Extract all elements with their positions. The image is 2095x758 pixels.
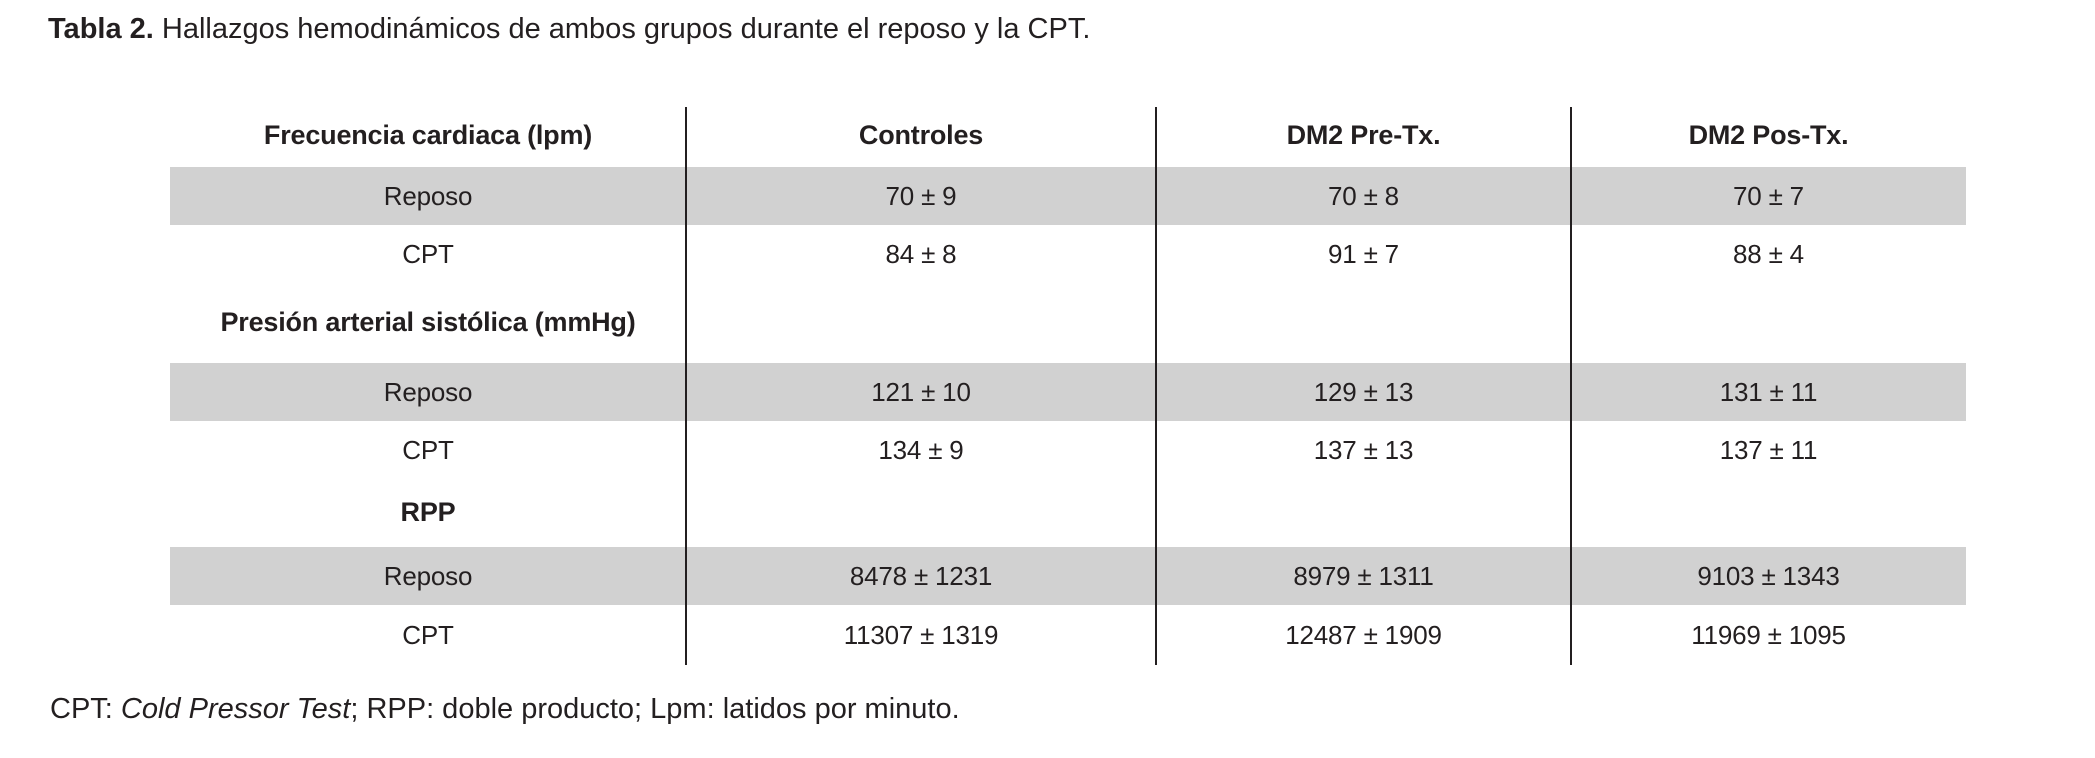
caption-number: Tabla 2. — [48, 13, 154, 45]
section-label-cell: RPP — [400, 497, 456, 528]
value-cell: 70 ± 7 — [1733, 180, 1804, 211]
table-section-row-pas: Presión arterial sistólica (mmHg) — [170, 283, 1966, 363]
footnote-prefix: CPT: — [50, 693, 121, 725]
column-divider-3 — [1570, 107, 1572, 665]
table-row-fc-reposo: Reposo 70 ± 9 70 ± 8 70 ± 7 — [170, 167, 1966, 225]
column-divider-2 — [1155, 107, 1157, 665]
value-cell: 137 ± 13 — [1313, 434, 1414, 465]
value-cell: 131 ± 11 — [1719, 376, 1818, 407]
footnote-rest: ; RPP: doble producto; Lpm: latidos por … — [350, 693, 960, 725]
value-cell: 70 ± 9 — [885, 180, 957, 211]
value-cell: 8478 ± 1231 — [849, 560, 993, 591]
column-divider-1 — [685, 107, 687, 665]
row-label-cell: CPT — [402, 619, 454, 650]
value-cell: 137 ± 11 — [1719, 434, 1818, 465]
row-label-cell: CPT — [402, 238, 454, 269]
table-row-rpp-reposo: Reposo 8478 ± 1231 8979 ± 1311 9103 ± 13… — [170, 547, 1966, 605]
value-cell: 88 ± 4 — [1733, 238, 1804, 269]
table-row-rpp-cpt: CPT 11307 ± 1319 12487 ± 1909 11969 ± 10… — [170, 605, 1966, 665]
row-label-cell: Reposo — [383, 376, 473, 407]
header-cell-variable: Frecuencia cardiaca (lpm) — [263, 120, 593, 151]
value-cell: 9103 ± 1343 — [1697, 560, 1840, 591]
row-label-cell: Reposo — [383, 560, 473, 591]
table-row-pas-cpt: CPT 134 ± 9 137 ± 13 137 ± 11 — [170, 421, 1966, 479]
value-cell: 12487 ± 1909 — [1285, 619, 1442, 650]
table-row-fc-cpt: CPT 84 ± 8 91 ± 7 88 ± 4 — [170, 225, 1966, 283]
value-cell: 91 ± 7 — [1328, 238, 1399, 269]
hemodynamics-table: Frecuencia cardiaca (lpm) Controles DM2 … — [170, 105, 1966, 665]
value-cell: 11969 ± 1095 — [1691, 619, 1846, 650]
value-cell: 84 ± 8 — [885, 238, 957, 269]
header-cell-dm2-pos-tx: DM2 Pos-Tx. — [1688, 120, 1849, 151]
table-header-row: Frecuencia cardiaca (lpm) Controles DM2 … — [170, 105, 1966, 167]
header-cell-controles: Controles — [858, 120, 984, 151]
value-cell: 129 ± 13 — [1313, 376, 1414, 407]
table-footnote: CPT: Cold Pressor Test; RPP: doble produ… — [50, 692, 960, 727]
row-label-cell: CPT — [402, 434, 454, 465]
value-cell: 8979 ± 1311 — [1293, 560, 1434, 591]
table-row-pas-reposo: Reposo 121 ± 10 129 ± 13 131 ± 11 — [170, 363, 1966, 421]
row-label-cell: Reposo — [383, 180, 473, 211]
header-cell-dm2-pre-tx: DM2 Pre-Tx. — [1286, 120, 1441, 151]
value-cell: 121 ± 10 — [871, 376, 971, 407]
table-section-row-rpp: RPP — [170, 479, 1966, 547]
value-cell: 70 ± 8 — [1328, 180, 1399, 211]
section-label-cell: Presión arterial sistólica (mmHg) — [220, 307, 636, 338]
table-caption: Tabla 2. Hallazgos hemodinámicos de ambo… — [48, 12, 1090, 47]
footnote-italic-term: Cold Pressor Test — [120, 693, 351, 725]
caption-text: Hallazgos hemodinámicos de ambos grupos … — [153, 13, 1091, 45]
value-cell: 11307 ± 1319 — [843, 619, 999, 650]
value-cell: 134 ± 9 — [878, 434, 964, 465]
